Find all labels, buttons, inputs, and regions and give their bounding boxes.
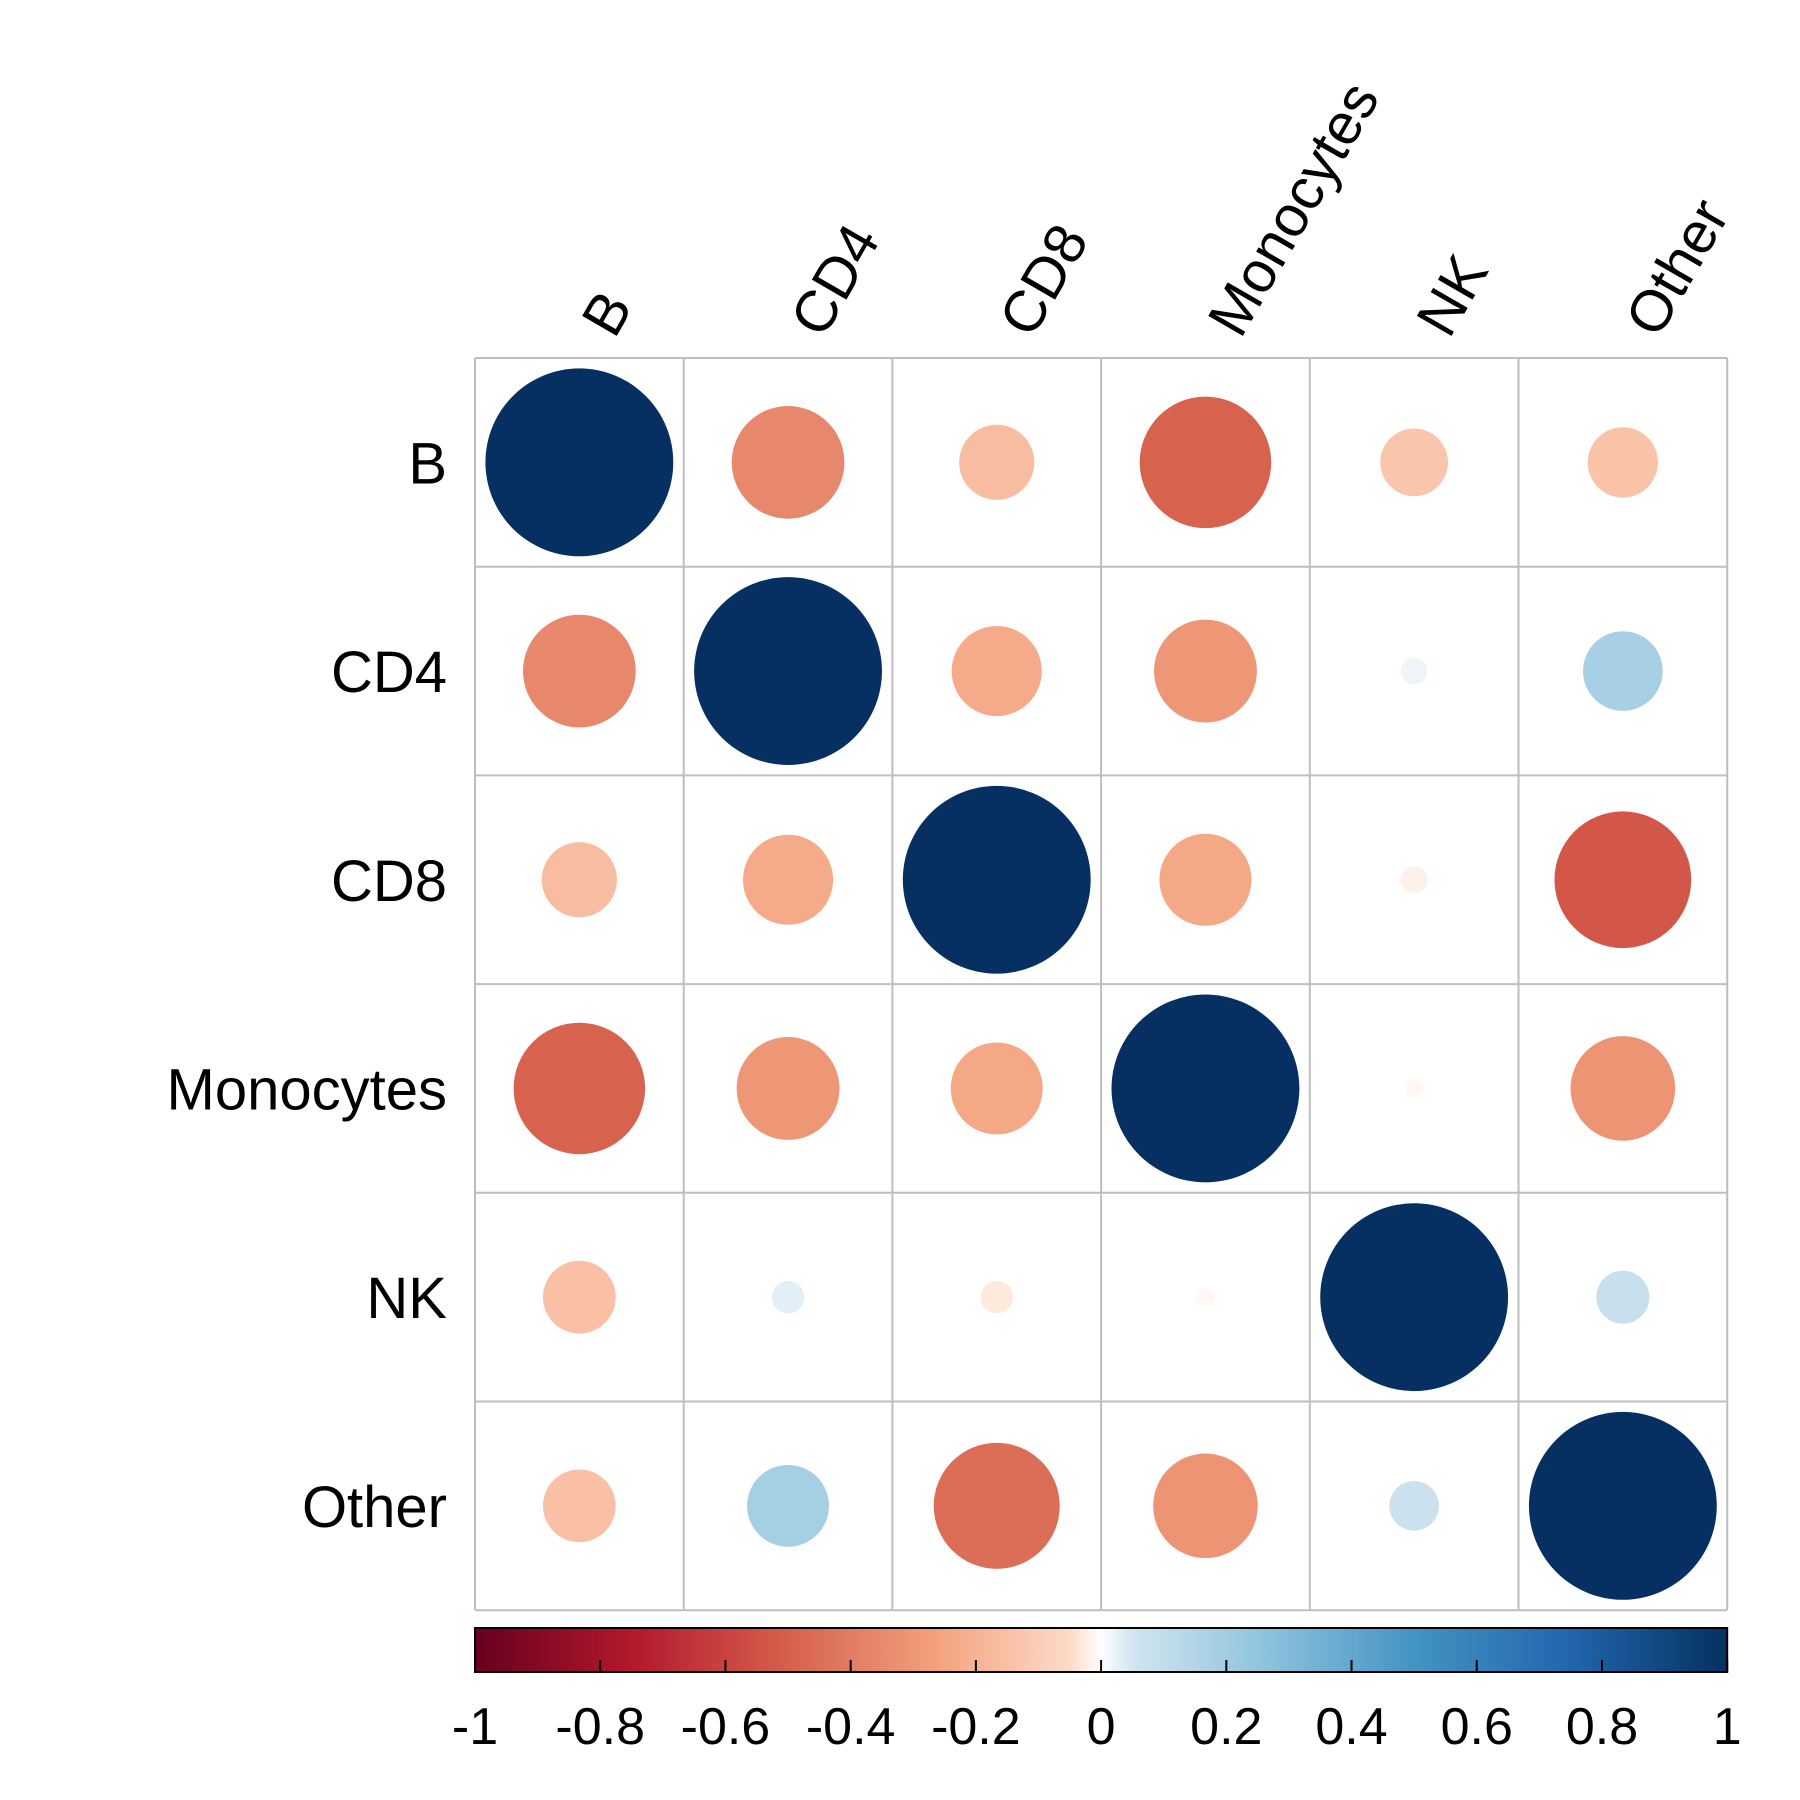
- row-label-cd4: CD4: [331, 640, 447, 705]
- correlation-circle-cd8-monocytes: [1159, 833, 1252, 926]
- row-label-b: B: [408, 431, 447, 496]
- column-label-cd8: CD8: [987, 214, 1101, 347]
- colorbar-tick-label: 0.2: [1190, 1698, 1262, 1756]
- column-label-monocytes: Monocytes: [1195, 71, 1392, 346]
- column-label-b: B: [569, 280, 645, 346]
- correlation-circle-nk-b: [542, 1260, 616, 1334]
- correlation-circle-nk-cd8: [980, 1280, 1014, 1314]
- correlation-circle-cd4-b: [523, 614, 636, 728]
- correlation-circle-monocytes-b: [513, 1022, 646, 1155]
- column-label-cd4: CD4: [778, 214, 892, 347]
- column-label-nk: NK: [1404, 244, 1501, 347]
- colorbar: -1 -0.8 -0.6 -0.4 -0.2 0 0.2 0.4 0.6 0.8 1: [452, 1627, 1742, 1756]
- correlation-circle-monocytes-cd4: [736, 1037, 840, 1140]
- correlation-circle-other-cd8: [933, 1442, 1060, 1569]
- correlation-circle-cd8-cd4: [743, 834, 834, 925]
- correlation-circle-cd4-monocytes: [1154, 619, 1257, 723]
- row-label-cd8: CD8: [331, 849, 447, 914]
- correlation-circle-cd4-nk: [1400, 657, 1428, 685]
- colorbar-tick-label: -0.2: [931, 1698, 1021, 1756]
- column-label-other: Other: [1613, 188, 1742, 346]
- correlation-circle-b-cd4: [731, 406, 845, 519]
- correlation-circle-nk-cd4: [771, 1280, 805, 1314]
- correlation-circle-other-monocytes: [1153, 1453, 1258, 1559]
- row-label-nk: NK: [366, 1266, 447, 1331]
- row-label-other: Other: [302, 1475, 447, 1540]
- grid: [474, 357, 1729, 1612]
- colorbar-tick-label: -0.6: [681, 1698, 771, 1756]
- correlation-circle-nk-monocytes: [1196, 1287, 1215, 1307]
- correlation-circle-b-monocytes: [1139, 396, 1272, 529]
- correlation-circle-monocytes-monocytes: [1111, 994, 1300, 1183]
- correlation-circle-nk-other: [1596, 1270, 1650, 1324]
- row-label-monocytes: Monocytes: [167, 1057, 447, 1122]
- colorbar-tick-label: 1: [1713, 1698, 1742, 1756]
- correlation-circle-cd8-other: [1554, 811, 1692, 949]
- correlation-circle-other-other: [1528, 1411, 1717, 1600]
- correlation-circles: [485, 368, 1717, 1600]
- colorbar-tick-label: 0: [1087, 1698, 1116, 1756]
- correlation-circle-monocytes-cd8: [950, 1042, 1043, 1135]
- correlation-circle-cd4-other: [1583, 631, 1663, 711]
- correlation-circle-nk-nk: [1320, 1203, 1509, 1392]
- correlation-circle-monocytes-other: [1570, 1036, 1676, 1141]
- correlation-circle-monocytes-nk: [1404, 1079, 1424, 1098]
- colorbar-tick-label: -1: [452, 1698, 498, 1756]
- correlation-circle-b-b: [485, 368, 674, 557]
- correlation-circle-b-other: [1587, 427, 1658, 498]
- correlation-circle-other-b: [542, 1469, 616, 1543]
- correlation-circle-cd8-cd8: [902, 785, 1091, 974]
- correlation-circle-cd4-cd8: [951, 626, 1042, 717]
- correlation-circle-b-nk: [1380, 428, 1449, 497]
- correlation-circle-b-cd8: [959, 424, 1035, 500]
- correlation-circle-cd4-cd4: [694, 577, 882, 765]
- correlation-circle-cd8-b: [541, 842, 617, 918]
- colorbar-tick-label: 0.6: [1441, 1698, 1513, 1756]
- colorbar-tick-label: -0.8: [555, 1698, 645, 1756]
- correlation-circle-cd8-nk: [1400, 866, 1428, 894]
- colorbar-tick-label: 0.4: [1315, 1698, 1387, 1756]
- correlation-circle-other-cd4: [747, 1464, 829, 1547]
- colorbar-tick-label: -0.4: [806, 1698, 896, 1756]
- column-labels: B CD4 CD8 Monocytes NK Other: [569, 71, 1741, 346]
- colorbar-tick-label: 0.8: [1566, 1698, 1638, 1756]
- row-labels: B CD4 CD8 Monocytes NK Other: [167, 431, 448, 1540]
- correlation-circle-other-nk: [1389, 1481, 1439, 1531]
